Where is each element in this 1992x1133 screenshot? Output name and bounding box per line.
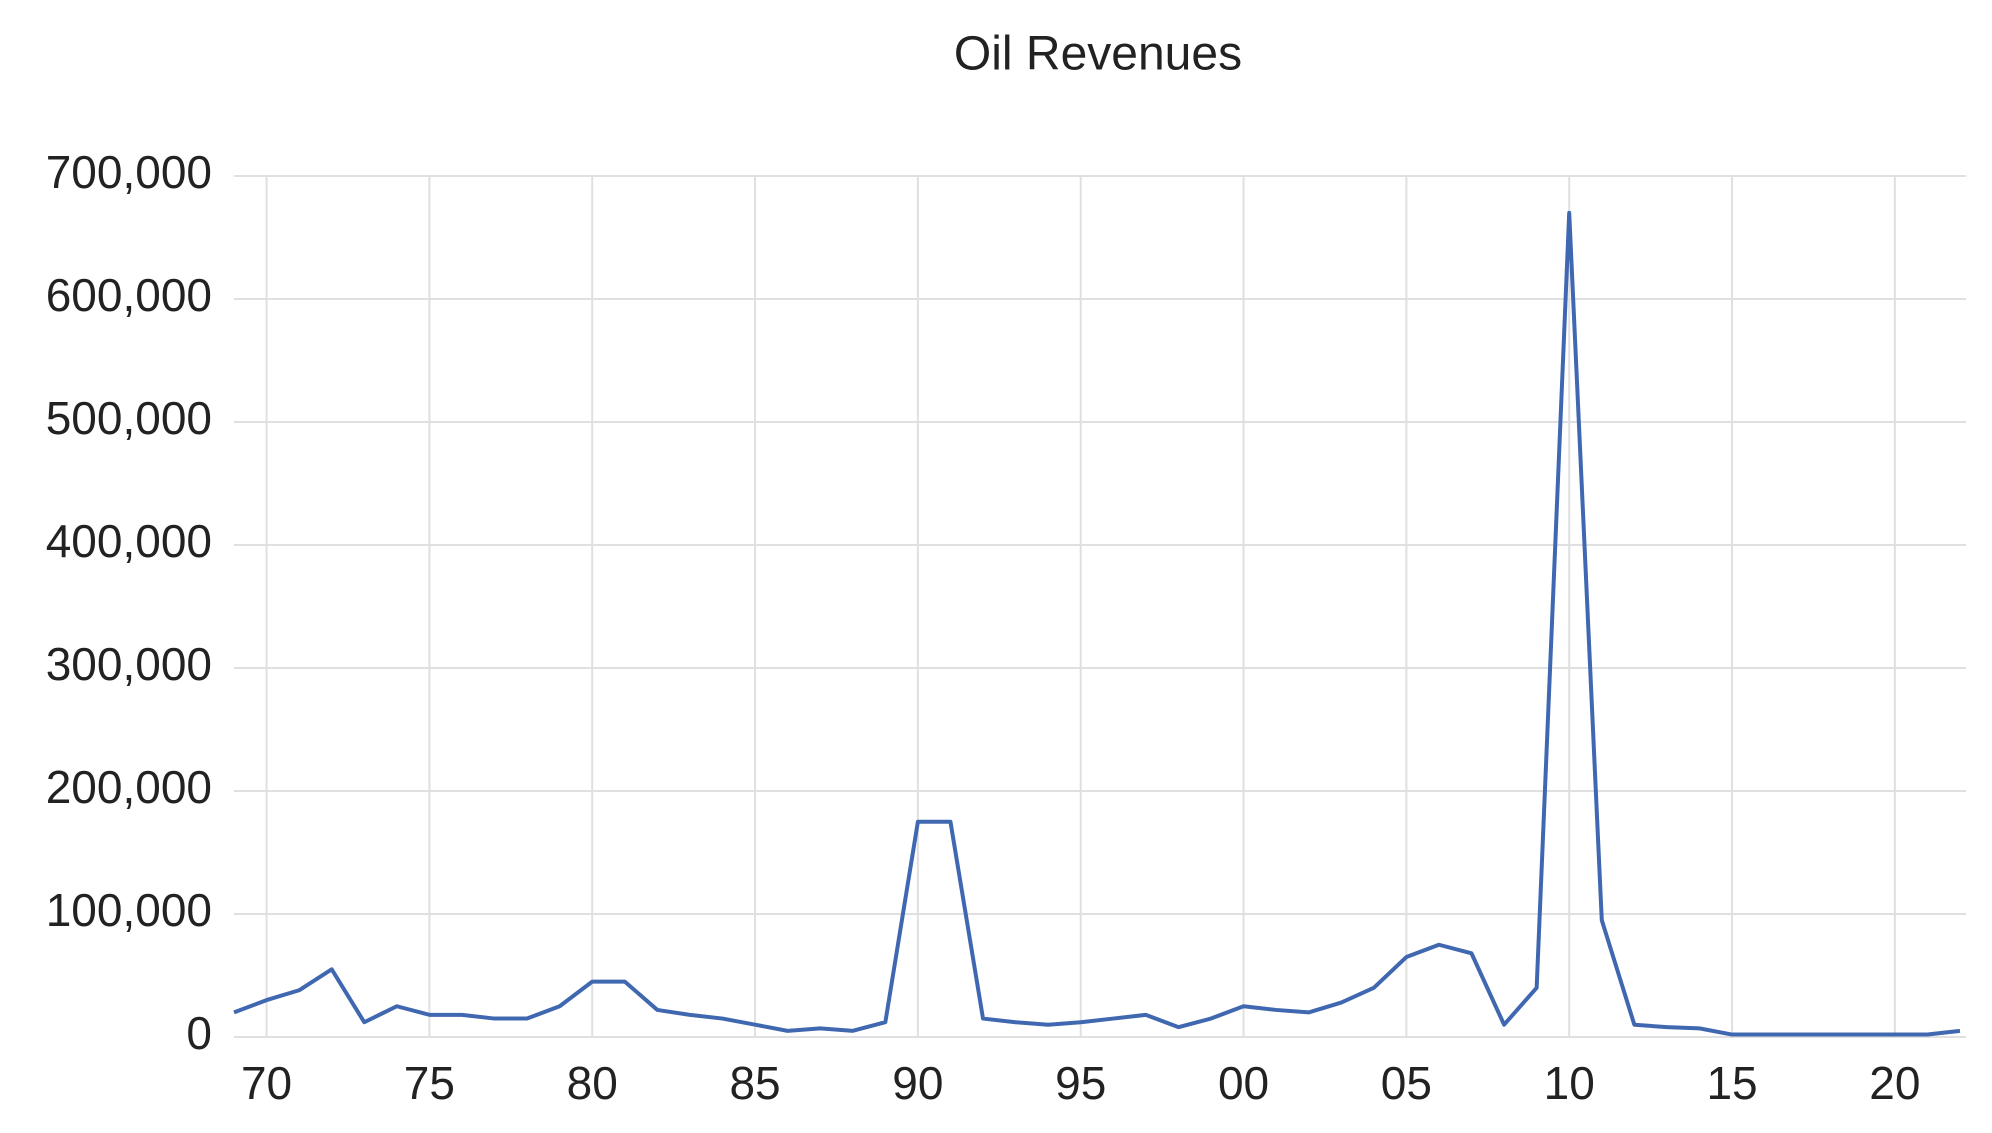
y-tick-label: 500,000: [46, 392, 212, 444]
x-tick-label: 80: [567, 1057, 618, 1109]
line: [233, 210, 1961, 1037]
y-tick-label: 300,000: [46, 638, 212, 690]
x-tick-label: 90: [892, 1057, 943, 1109]
x-tick-label: 10: [1544, 1057, 1595, 1109]
y-tick-label: 700,000: [46, 146, 212, 198]
y-tick-label: 100,000: [46, 884, 212, 936]
x-tick-label: 00: [1218, 1057, 1269, 1109]
y-tick-label: 0: [186, 1007, 212, 1059]
y-tick-label: 400,000: [46, 515, 212, 567]
x-tick-label: 20: [1869, 1057, 1920, 1109]
y-tick-label: 600,000: [46, 269, 212, 321]
y-tick-label: 200,000: [46, 761, 212, 813]
chart-title: Oil Revenues: [954, 28, 1242, 81]
x-tick-label: 05: [1381, 1057, 1432, 1109]
x-tick-label: 15: [1706, 1057, 1757, 1109]
x-tick-label: 85: [729, 1057, 780, 1109]
x-tick-label: 75: [404, 1057, 455, 1109]
x-tick-label: 70: [241, 1057, 292, 1109]
x-tick-label: 95: [1055, 1057, 1106, 1109]
